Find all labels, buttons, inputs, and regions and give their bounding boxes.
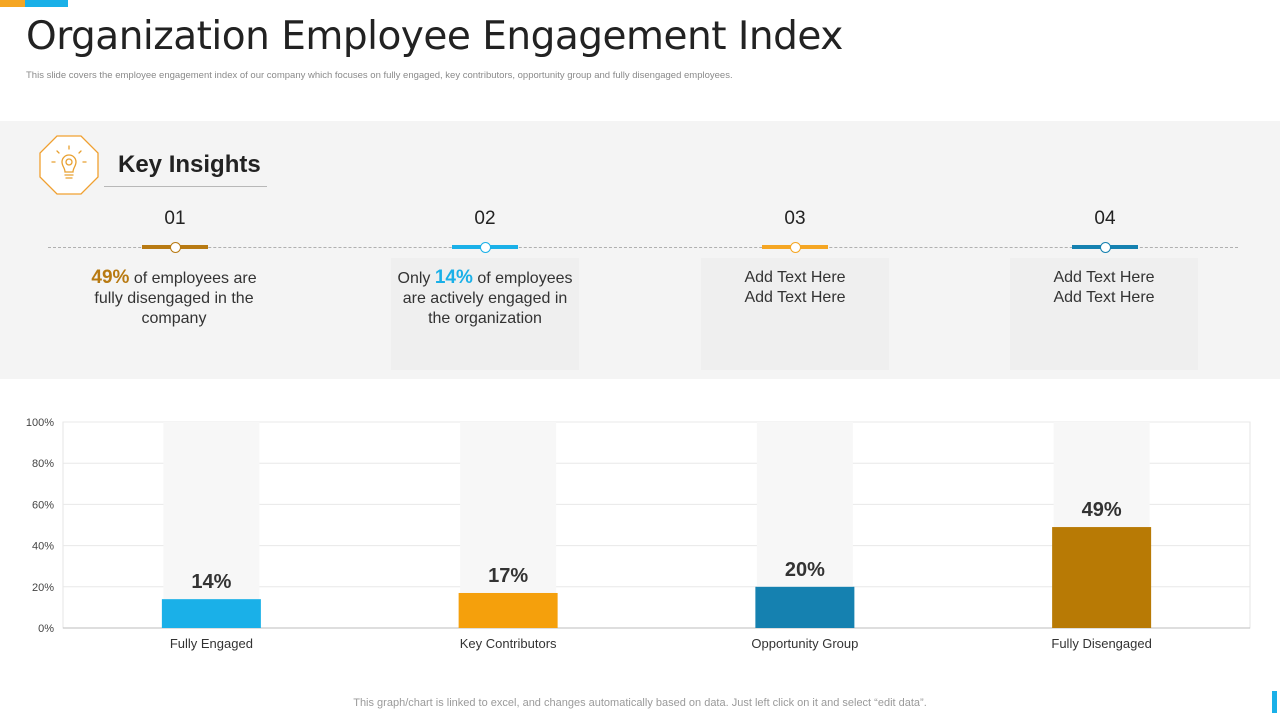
insight-card-2-pre: Only xyxy=(397,270,435,287)
insight-card-2-percent: 14% xyxy=(434,267,473,288)
y-tick-label: 40% xyxy=(32,541,54,553)
bar-value-label: 20% xyxy=(785,559,825,581)
y-tick-label: 0% xyxy=(38,623,54,635)
step-number-4: 04 xyxy=(1094,208,1116,229)
page-title: Organization Employee Engagement Index xyxy=(26,14,843,59)
insight-card-1-percent: 49% xyxy=(91,267,130,288)
insight-card-2-text: of employees are actively engaged in the… xyxy=(402,270,573,327)
insight-card-2: Only 14% of employees are actively engag… xyxy=(391,258,579,370)
step-dot-1 xyxy=(170,242,181,253)
lightbulb-icon xyxy=(39,135,99,195)
x-category-label: Fully Disengaged xyxy=(1051,636,1151,651)
accent-bar-orange xyxy=(0,0,25,7)
x-category-label: Opportunity Group xyxy=(751,636,858,651)
bar xyxy=(458,592,558,628)
x-category-label: Key Contributors xyxy=(460,636,557,651)
step-dot-2 xyxy=(480,242,491,253)
key-insights-underline xyxy=(104,186,267,187)
step-number-3: 03 xyxy=(784,208,806,229)
bar xyxy=(161,599,261,628)
bar xyxy=(1052,527,1152,628)
insight-card-4-line-1: Add Text Here xyxy=(1053,269,1155,286)
insight-card-4: Add Text Here Add Text Here xyxy=(1010,258,1198,370)
bar-value-label: 17% xyxy=(488,565,528,587)
engagement-bar-chart: 0% 20% 40% 60% 80% 100% 14% Fully Engaged 17% Key… xyxy=(26,417,1251,651)
insight-card-3-line-2: Add Text Here xyxy=(744,289,846,306)
corner-accent xyxy=(1272,691,1277,713)
bar-value-label: 49% xyxy=(1082,499,1122,521)
step-dot-3 xyxy=(790,242,801,253)
bar-value-label: 14% xyxy=(191,571,231,593)
y-tick-label: 100% xyxy=(26,417,54,429)
y-tick-label: 60% xyxy=(32,499,54,511)
step-number-2: 02 xyxy=(474,208,496,229)
bar xyxy=(755,586,855,628)
insight-card-4-line-2: Add Text Here xyxy=(1053,289,1155,306)
accent-bar-blue xyxy=(25,0,68,7)
insight-card-3-line-1: Add Text Here xyxy=(744,269,846,286)
page-subtitle: This slide covers the employee engagemen… xyxy=(26,70,733,81)
step-number-1: 01 xyxy=(164,208,186,229)
key-insights-heading: Key Insights xyxy=(118,151,261,178)
insight-card-1-text: of employees are fully disengaged in the… xyxy=(94,270,257,327)
insight-card-3: Add Text Here Add Text Here xyxy=(701,258,889,370)
insight-card-1: 49% of employees are fully disengaged in… xyxy=(80,268,268,380)
step-dot-4 xyxy=(1100,242,1111,253)
footer-note: This graph/chart is linked to excel, and… xyxy=(353,697,927,709)
y-tick-label: 20% xyxy=(32,582,54,594)
x-category-label: Fully Engaged xyxy=(170,636,253,651)
y-tick-label: 80% xyxy=(32,458,54,470)
timeline-line xyxy=(48,247,1238,248)
bar-background xyxy=(163,422,260,628)
